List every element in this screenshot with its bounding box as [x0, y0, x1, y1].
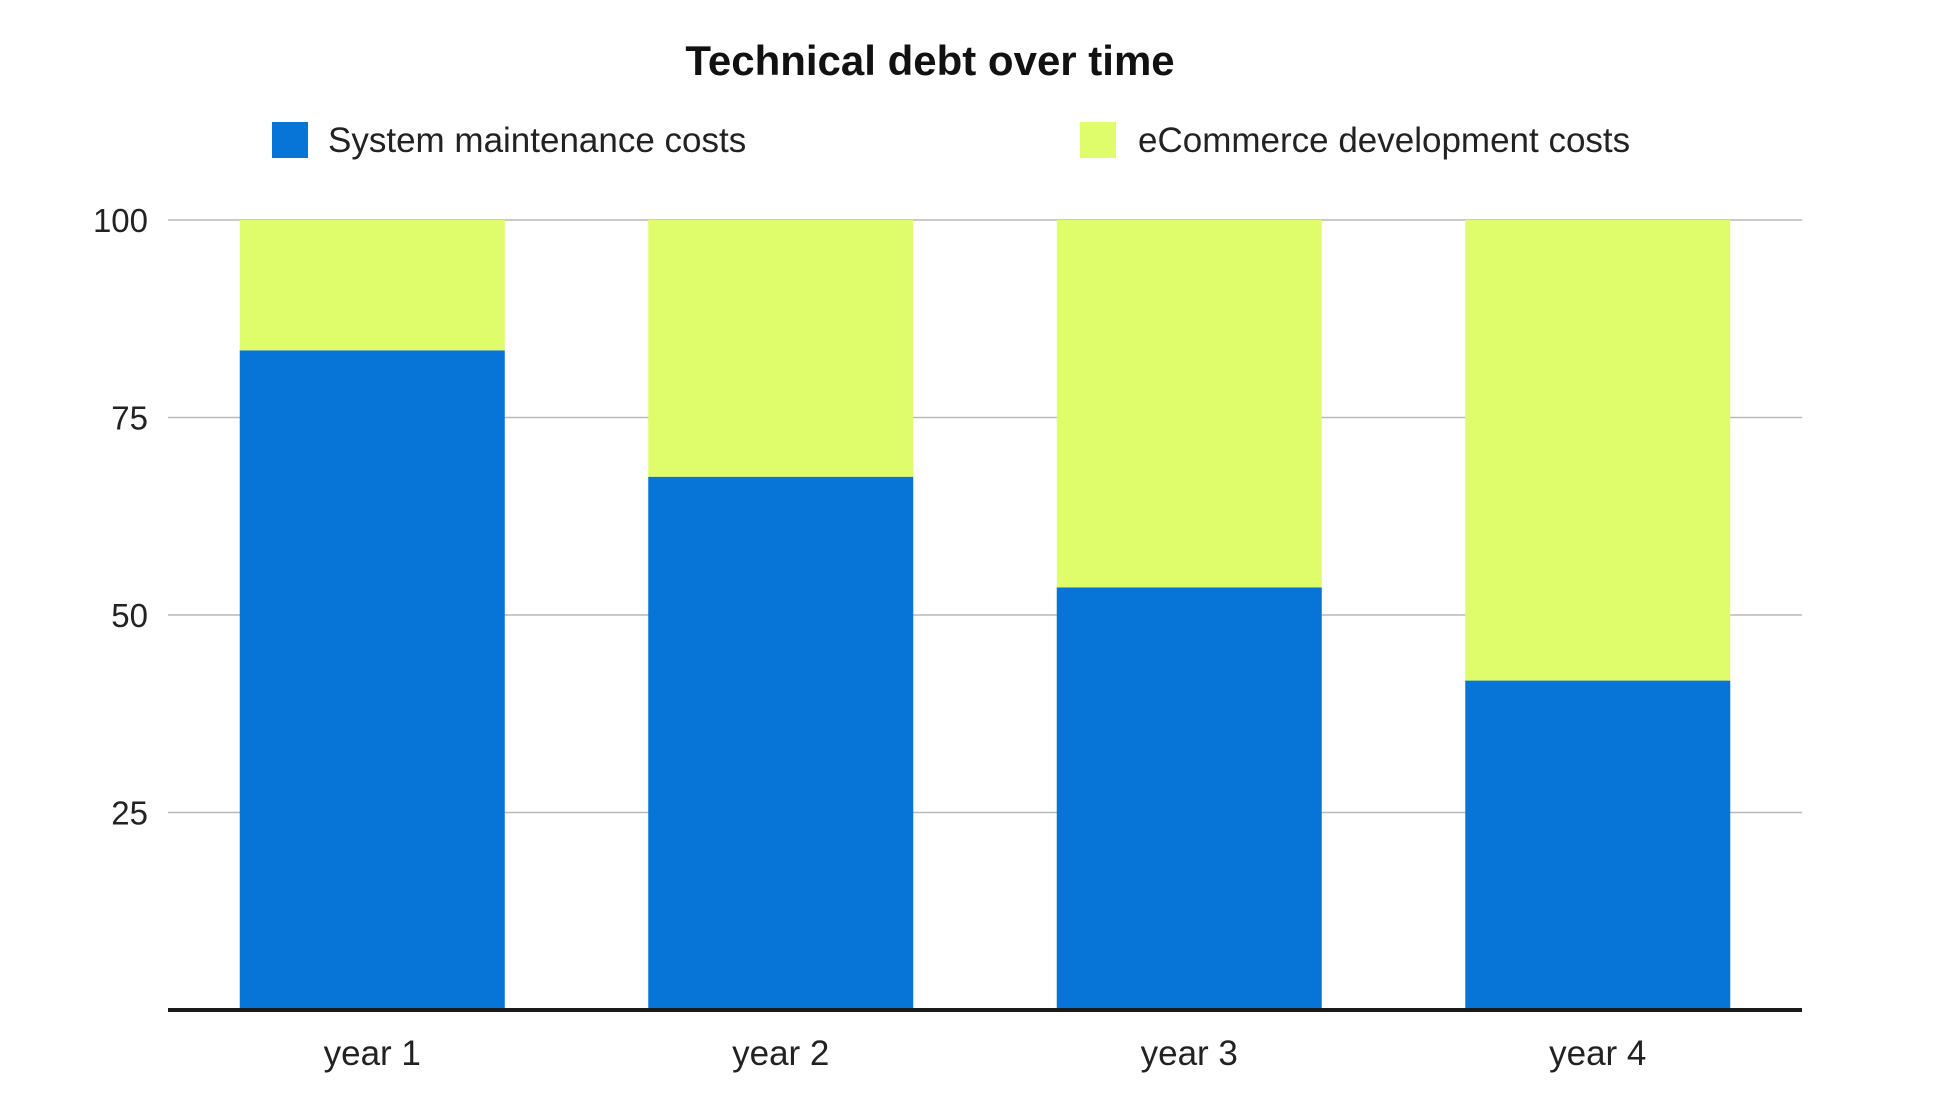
bars: [239, 220, 1731, 1011]
bar-year-2-series-1: [648, 220, 914, 477]
chart-title: Technical debt over time: [685, 37, 1174, 84]
bar-year-1-series-1: [239, 220, 505, 351]
bar-year-3-series-0: [1056, 587, 1322, 1010]
legend-label-system-maintenance: System maintenance costs: [328, 121, 746, 160]
bar-year-3-series-1: [1056, 220, 1322, 588]
legend-label-ecommerce-development: eCommerce development costs: [1138, 121, 1630, 160]
x-axis-labels: year 1 year 2 year 3 year 4: [324, 1034, 1647, 1073]
bar-year-2-series-0: [648, 476, 914, 1010]
legend-swatch-ecommerce-development: [1080, 122, 1116, 158]
x-tick-label-year-2: year 2: [732, 1034, 829, 1073]
legend-swatch-system-maintenance: [272, 122, 308, 158]
y-tick-label-100: 100: [93, 202, 148, 239]
legend: System maintenance costs eCommerce devel…: [272, 121, 1630, 160]
y-axis-ticks: 100 75 50 25: [93, 202, 148, 832]
bar-year-1-series-0: [239, 350, 505, 1011]
x-tick-label-year-1: year 1: [324, 1034, 421, 1073]
x-tick-label-year-4: year 4: [1549, 1034, 1646, 1073]
bar-year-4-series-0: [1465, 680, 1731, 1010]
y-tick-label-25: 25: [111, 795, 148, 832]
y-tick-label-75: 75: [111, 400, 148, 437]
bar-year-4-series-1: [1465, 220, 1731, 681]
y-tick-label-50: 50: [111, 597, 148, 634]
x-tick-label-year-3: year 3: [1141, 1034, 1238, 1073]
